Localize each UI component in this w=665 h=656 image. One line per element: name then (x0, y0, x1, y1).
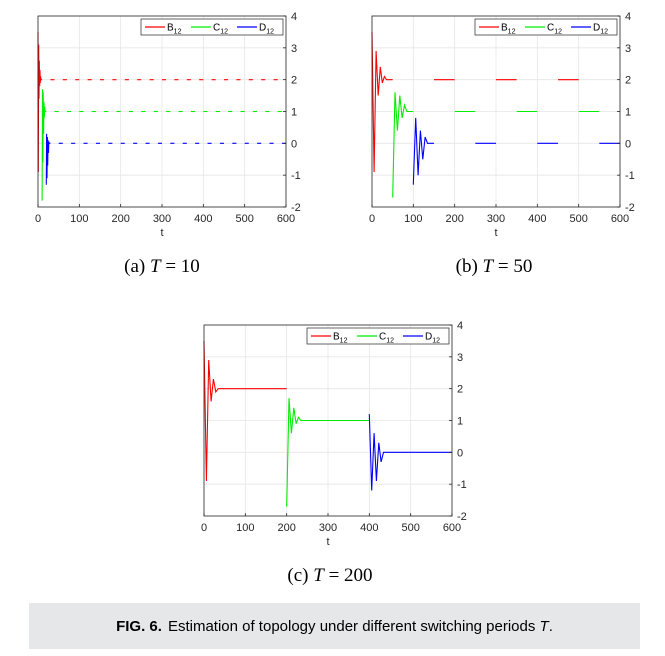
legend-subscript: 12 (266, 29, 274, 36)
series-b12 (203, 340, 287, 482)
y-tick-label: 2 (625, 75, 631, 87)
series-c12 (392, 92, 600, 198)
figure-caption-symbol: T (539, 617, 549, 635)
series-segment (286, 398, 370, 507)
legend-subscript: 12 (508, 29, 516, 36)
legend-subscript: 12 (340, 338, 348, 345)
legend: B12 C12 D12 (140, 18, 284, 36)
x-tick-label: 300 (487, 213, 505, 225)
legend-box (474, 18, 618, 36)
caption-b: (b) T = 50 (364, 256, 624, 278)
series-segment (203, 340, 287, 482)
x-tick-label: 500 (401, 522, 419, 534)
x-tick-label: 200 (277, 522, 295, 534)
series-c12 (41, 89, 282, 201)
series-b12 (371, 31, 579, 173)
legend-subscript: 12 (600, 29, 608, 36)
x-tick-label: 0 (201, 522, 207, 534)
y-tick-label: 1 (457, 416, 463, 428)
x-tick-label: 300 (319, 522, 337, 534)
x-tick-label: 500 (235, 213, 253, 225)
y-tick-label: -1 (457, 479, 467, 491)
series-segment (41, 89, 47, 201)
x-tick-label: 600 (443, 522, 461, 534)
caption-b-symbol: T (482, 256, 494, 277)
y-tick-label: 4 (625, 11, 631, 23)
legend: B12 C12 D12 (306, 327, 450, 345)
caption-c: (c) T = 200 (200, 565, 460, 587)
y-tick-label: -1 (291, 170, 301, 182)
x-tick-label: 400 (194, 213, 212, 225)
caption-c-value: = 200 (328, 565, 373, 586)
figure-caption: FIG. 6. Estimation of topology under dif… (29, 603, 640, 649)
x-tick-label: 200 (111, 213, 129, 225)
series-segment (392, 92, 414, 198)
caption-b-prefix: (b) (455, 256, 478, 277)
series-segment (45, 133, 51, 185)
y-tick-label: 3 (457, 352, 463, 364)
x-tick-label: 600 (277, 213, 295, 225)
caption-b-value: = 50 (497, 256, 533, 277)
y-tick-label: 3 (625, 43, 631, 55)
caption-a-value: = 10 (165, 256, 200, 277)
figure-caption-text: Estimation of topology under different s… (167, 617, 536, 635)
legend-subscript: 12 (174, 29, 182, 36)
x-tick-label: 200 (445, 213, 463, 225)
caption-a-symbol: T (150, 256, 161, 277)
x-tick-label: 500 (569, 213, 587, 225)
legend-box (140, 18, 284, 36)
series-segment (37, 31, 43, 173)
y-tick-label: -2 (291, 202, 301, 214)
legend: B12 C12 D12 (474, 18, 618, 36)
y-tick-label: 4 (457, 320, 463, 332)
x-tick-label: 400 (360, 522, 378, 534)
series-b12 (37, 31, 278, 173)
y-tick-label: -2 (457, 511, 467, 523)
y-tick-label: 0 (625, 138, 631, 150)
caption-c-symbol: T (313, 565, 324, 586)
x-tick-label: 600 (611, 213, 629, 225)
y-tick-label: 1 (625, 107, 631, 119)
series-segment (371, 31, 393, 173)
y-tick-label: 0 (291, 138, 297, 150)
series-c12 (286, 398, 370, 507)
y-tick-label: 2 (291, 75, 297, 87)
x-tick-label: 400 (528, 213, 546, 225)
y-tick-label: -2 (625, 202, 635, 214)
series-d12 (368, 414, 452, 491)
figure-caption-end: . (548, 617, 553, 635)
caption-c-prefix: (c) (287, 565, 309, 586)
series-segment (412, 117, 434, 185)
x-axis-label: t (326, 536, 329, 548)
y-tick-label: -1 (625, 170, 635, 182)
x-tick-label: 100 (70, 213, 88, 225)
legend-subscript: 12 (386, 338, 394, 345)
legend-subscript: 12 (220, 29, 228, 36)
x-tick-label: 300 (153, 213, 171, 225)
x-tick-label: 100 (236, 522, 254, 534)
series-d12 (412, 117, 620, 185)
x-tick-label: 100 (404, 213, 422, 225)
x-axis-label: t (494, 227, 497, 239)
figure-caption-label: FIG. 6. (116, 617, 162, 635)
y-tick-label: 3 (291, 43, 297, 55)
x-tick-label: 0 (35, 213, 41, 225)
legend-subscript: 12 (432, 338, 440, 345)
y-tick-label: 1 (291, 107, 297, 119)
x-axis-label: t (160, 227, 163, 239)
series-segment (368, 414, 452, 491)
y-tick-label: 2 (457, 384, 463, 396)
y-tick-label: 0 (457, 447, 463, 459)
legend-box (306, 327, 450, 345)
x-tick-label: 0 (369, 213, 375, 225)
caption-a-prefix: (a) (124, 256, 146, 277)
y-tick-label: 4 (291, 11, 297, 23)
caption-a: (a) T = 10 (32, 256, 292, 278)
legend-subscript: 12 (554, 29, 562, 36)
